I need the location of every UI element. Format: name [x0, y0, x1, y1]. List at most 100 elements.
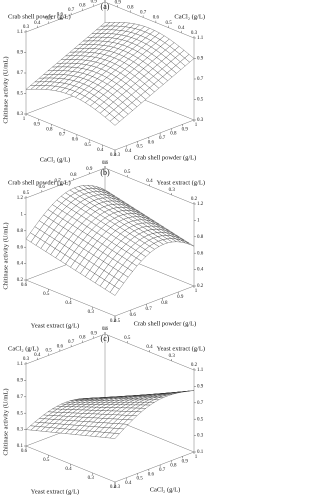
y-tick-label: 0.9 [115, 0, 122, 5]
x-tick-label: 0.9 [177, 295, 184, 300]
z-tick-label: 0.5 [17, 92, 24, 97]
y-tick-label: 0.3 [88, 310, 95, 315]
x-axis-label: Crab shell powder (g/L) [134, 320, 197, 327]
surface-cell [109, 433, 120, 439]
y-axis-label: Yeast extract (g/L) [31, 488, 79, 495]
y-tick-label: 0.4 [65, 301, 72, 306]
z-tick-label: 0.1 [197, 450, 204, 455]
y-tick-label: 0.3 [169, 188, 176, 193]
y-tick-label: 0.5 [84, 143, 91, 148]
x-tick-label: 1 [104, 161, 107, 166]
y-tick-label: 0.2 [110, 319, 117, 324]
figure: 0.30.30.50.50.70.70.90.91.11.10.30.30.40… [2, 0, 205, 495]
z-tick-label: 0.7 [17, 71, 24, 76]
y-tick-label: 0.6 [102, 327, 109, 332]
x-tick-label: 0.9 [91, 0, 98, 4]
x-tick-label: 0.7 [68, 8, 75, 13]
z-tick-label: 0.5 [197, 98, 204, 103]
z-tick-label: 0.5 [197, 417, 204, 422]
x-tick-label: 0.8 [161, 301, 168, 306]
z-tick-label: 0.9 [197, 385, 204, 390]
z-tick-label: 0.7 [197, 401, 204, 406]
box-edge [114, 451, 195, 483]
y-axis-label: Yeast extract (g/L) [31, 322, 79, 329]
y-axis-label: Yeast extract (g/L) [157, 345, 205, 352]
x-tick-label: 0.7 [68, 340, 75, 345]
x-axis-label: CaCl₂ (g/L) [150, 486, 181, 493]
x-tick-label: 0.6 [148, 472, 155, 477]
x-tick-label: 0.3 [23, 357, 30, 362]
z-tick-label: 0.4 [197, 268, 204, 273]
x-tick-label: 0.9 [182, 459, 189, 464]
z-tick-label: 0.7 [17, 395, 24, 400]
y-tick-label: 0.7 [140, 11, 147, 16]
z-tick-label: 0.8 [197, 235, 204, 240]
x-axis-label: Crab shell powder (g/L) [134, 154, 197, 161]
x-tick-label: 1 [195, 289, 198, 294]
x-axis-label: CaCl₂ (g/L) [8, 345, 39, 352]
x-tick-label: 1 [104, 327, 107, 332]
z-tick-label: 0.3 [197, 434, 204, 439]
z-axis-label: Chitinase activity (U/mL) [2, 56, 9, 123]
x-tick-label: 0.4 [125, 149, 132, 154]
y-tick-label: 0.3 [169, 354, 176, 359]
surface-cell [109, 117, 120, 126]
z-tick-label: 1.2 [17, 196, 24, 201]
z-axis-label: Chitinase activity (U/mL) [2, 388, 9, 455]
z-tick-label: 0.9 [17, 51, 24, 56]
y-axis-label: Yeast extract (g/L) [157, 179, 205, 186]
y-tick-label: 0.6 [102, 161, 109, 166]
x-tick-label: 0.7 [145, 307, 152, 312]
x-tick-label: 1 [195, 123, 198, 128]
x-axis-label: Crab shell powder (g/L) [8, 13, 71, 20]
x-tick-label: 0.8 [170, 132, 177, 137]
x-tick-label: 0.8 [170, 464, 177, 469]
y-tick-label: 0.4 [146, 179, 153, 184]
y-axis-label: CaCl₂ (g/L) [40, 156, 71, 163]
z-tick-label: 1.1 [17, 362, 24, 367]
y-tick-label: 0.6 [21, 449, 28, 454]
y-tick-label: 0.3 [88, 476, 95, 481]
x-tick-label: 0.5 [45, 349, 52, 354]
z-tick-label: 1.1 [197, 368, 204, 373]
z-tick-label: 0.4 [17, 262, 24, 267]
x-tick-label: 0.4 [125, 481, 132, 486]
z-axis-label: Chitinase activity (U/mL) [2, 222, 9, 289]
y-tick-label: 0.5 [43, 458, 50, 463]
box-edge [104, 1, 195, 39]
x-tick-label: 0.8 [79, 336, 86, 341]
x-tick-label: 0.8 [79, 4, 86, 9]
x-tick-label: 1 [195, 455, 198, 460]
y-tick-label: 0.2 [191, 197, 198, 202]
x-tick-label: 0.6 [130, 313, 137, 318]
box-edge [114, 119, 195, 151]
x-tick-label: 0.7 [159, 468, 166, 473]
x-tick-label: 0.8 [70, 173, 77, 178]
z-tick-label: 0.3 [17, 428, 24, 433]
x-tick-label: 0.7 [54, 179, 61, 184]
y-tick-label: 0.6 [153, 16, 160, 21]
x-tick-label: 0.9 [182, 127, 189, 132]
y-tick-label: 0.4 [146, 345, 153, 350]
x-tick-label: 0.5 [136, 145, 143, 150]
x-tick-label: 0.6 [57, 12, 64, 17]
y-tick-label: 0.6 [21, 283, 28, 288]
y-tick-label: 1 [23, 117, 26, 122]
y-tick-label: 0.2 [191, 363, 198, 368]
surface-cell [109, 285, 120, 296]
x-tick-label: 0.3 [23, 25, 30, 30]
x-axis-label: Crab shell powder (g/L) [8, 179, 71, 186]
box-edge [25, 1, 106, 33]
x-tick-label: 0.4 [34, 353, 41, 358]
z-tick-label: 0.9 [17, 379, 24, 384]
z-tick-label: 0.2 [17, 278, 24, 283]
y-tick-label: 0.4 [97, 148, 104, 153]
y-tick-label: 0.4 [65, 467, 72, 472]
panel-title: (a) [101, 2, 110, 11]
z-tick-label: 1 [21, 213, 24, 218]
x-tick-label: 0.5 [136, 477, 143, 482]
y-tick-label: 0.5 [43, 292, 50, 297]
box-edge [25, 333, 106, 365]
y-tick-label: 0.4 [178, 26, 185, 31]
z-tick-label: 0.9 [197, 57, 204, 62]
